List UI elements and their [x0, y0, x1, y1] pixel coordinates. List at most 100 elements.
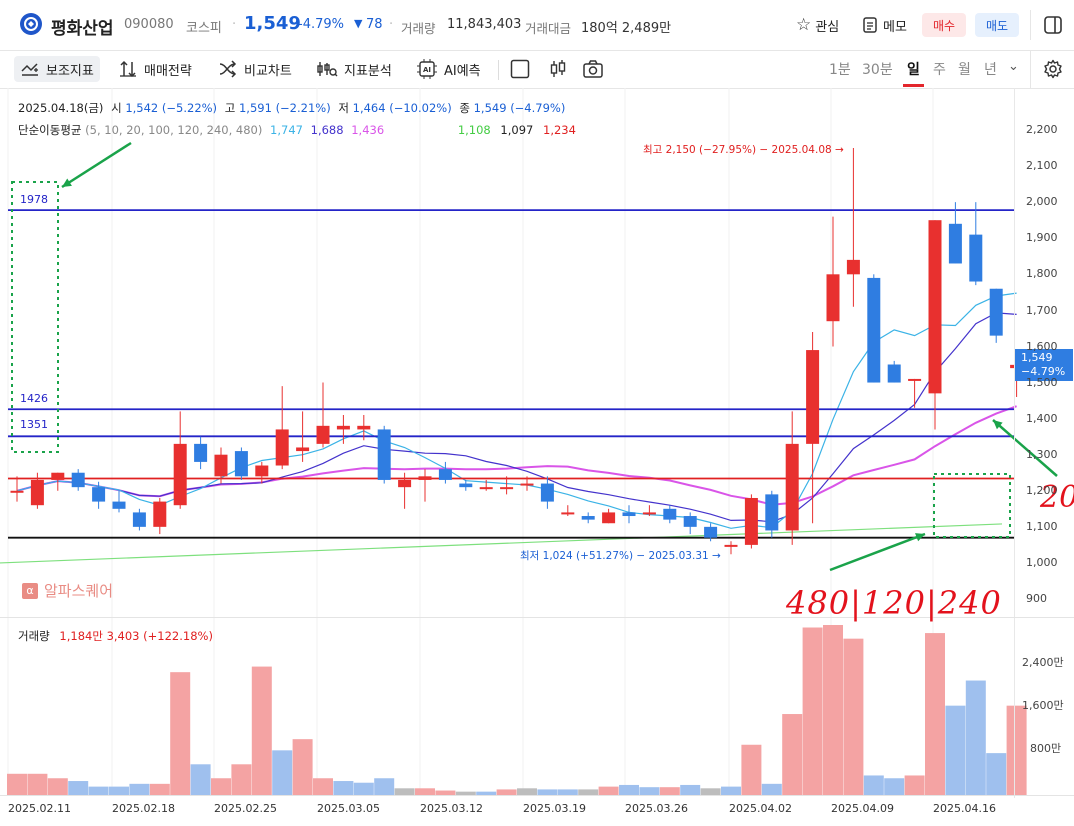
memo-button[interactable]: 메모: [862, 14, 907, 36]
indicators-button[interactable]: 보조지표: [14, 56, 100, 82]
logo-icon: [20, 13, 42, 35]
volume-bar: [537, 789, 558, 795]
period-1min[interactable]: 1분: [829, 62, 851, 78]
updown-arrows-icon: [120, 60, 136, 78]
volume-bar: [190, 764, 211, 795]
price-axis-tick: 1,300: [1026, 447, 1058, 461]
candle-body: [194, 443, 208, 462]
candle-body: [255, 465, 269, 477]
ma-value-240: 1,234: [543, 123, 576, 137]
volume-bar: [88, 786, 109, 795]
sell-button[interactable]: 매도: [975, 13, 1019, 37]
candle-body: [296, 447, 310, 452]
period-30min[interactable]: 30분: [862, 62, 893, 78]
price-chart[interactable]: [0, 88, 1074, 826]
candle-body: [948, 223, 962, 264]
ohlc-close: 1,549: [473, 101, 507, 115]
period-year[interactable]: 년: [984, 62, 997, 78]
candle-body: [928, 220, 942, 394]
chevron-down-icon[interactable]: ⌄: [1008, 59, 1019, 74]
volume-bar: [292, 739, 313, 795]
gear-icon[interactable]: [1043, 59, 1063, 79]
volume-bar: [904, 775, 925, 795]
volume-bar: [639, 787, 660, 795]
ai-predict-button[interactable]: AI AI예측: [416, 58, 481, 80]
volume-axis-tick: 800만: [1030, 742, 1062, 755]
level-label-1426: 1426: [20, 392, 48, 405]
period-week[interactable]: 주: [933, 62, 946, 78]
ohlc-date: 2025.04.18(금): [18, 101, 104, 115]
stock-name: 평화산업: [51, 19, 114, 39]
candle-body: [704, 526, 718, 538]
ma-5-line: [16, 292, 1017, 529]
candle-body: [663, 508, 677, 520]
level-label-1978: 1978: [20, 193, 48, 206]
volume-bar: [700, 788, 721, 795]
ma-value-20: 1,436: [351, 123, 385, 137]
green-arrow: [992, 419, 1058, 477]
candle-body: [214, 454, 228, 477]
watch-button[interactable]: ☆ 관심: [796, 15, 840, 35]
candle-body: [92, 487, 106, 502]
candle-body: [826, 274, 840, 322]
volume-bar: [455, 791, 476, 795]
buy-button[interactable]: 매수: [922, 13, 966, 37]
line-chart-type-icon[interactable]: [510, 59, 530, 79]
date-axis-tick: 2025.03.12: [420, 802, 483, 815]
price-axis-tick: 1,200: [1026, 484, 1058, 497]
volume-bar: [435, 790, 456, 795]
stock-code: 090080: [124, 17, 174, 32]
volume-bar: [986, 753, 1007, 795]
analysis-button[interactable]: 지표분석: [316, 58, 392, 80]
volume-bar: [557, 789, 578, 795]
candle-body: [602, 512, 616, 524]
volume-info: 거래량 1,184만 3,403 (+122.18%): [18, 629, 213, 643]
ma-label: 단순이동평균: [18, 123, 82, 137]
price-axis-tick: 2,200: [1026, 123, 1058, 136]
price-axis-tick: 1,000: [1026, 556, 1058, 570]
amount-label: 거래대금: [525, 21, 572, 36]
volume-bar: [659, 787, 680, 795]
market-label: 코스피: [186, 21, 222, 36]
strategy-button[interactable]: 매매전략: [118, 58, 192, 80]
sidebar-toggle-icon[interactable]: [1043, 15, 1063, 35]
date-axis-tick: 2025.03.05: [317, 802, 380, 815]
volume-bar: [109, 786, 129, 795]
candle-body: [173, 443, 187, 506]
compare-button[interactable]: 비교차트: [218, 58, 292, 80]
date-axis-tick: 2025.04.16: [933, 802, 996, 815]
date-axis-divider: [0, 795, 1074, 796]
candle-body: [683, 516, 697, 527]
volume-bar: [211, 778, 231, 795]
volume-bar: [823, 625, 843, 795]
volume-bar: [7, 773, 27, 795]
volume-bar: [965, 680, 986, 795]
green-arrow-head: [993, 420, 1003, 430]
candle-body: [316, 425, 330, 444]
candle-body: [561, 512, 575, 515]
volume-bar: [129, 783, 150, 795]
shuffle-icon: [219, 60, 237, 78]
price-axis-tick: 2,100: [1026, 159, 1058, 173]
ohlc-low: 1,464: [352, 101, 386, 115]
indicator-analysis-icon: [317, 62, 338, 77]
camera-icon[interactable]: [582, 59, 604, 79]
candle-body: [357, 425, 371, 430]
candlestick-icon[interactable]: [548, 59, 568, 79]
ma-10-line: [16, 312, 1017, 523]
period-month[interactable]: 월: [958, 62, 971, 78]
candle-body: [438, 469, 452, 480]
ma-value-120: 1,097: [500, 123, 534, 137]
low-annotation: 최저 1,024 (+51.27%) − 2025.03.31 →: [520, 550, 721, 562]
price-axis-tick: 1,600: [1026, 339, 1058, 353]
candle-body: [989, 288, 1003, 336]
ohlc-high: 1,591: [238, 101, 272, 115]
period-day[interactable]: 일: [907, 62, 920, 78]
handwritten-bottom-note: 480|120|240: [786, 584, 1002, 622]
volume-bar: [353, 782, 374, 795]
candle-body: [581, 516, 595, 520]
green-arrow-head: [62, 178, 72, 187]
candle-body: [336, 425, 350, 430]
price-axis-tick: 1,100: [1026, 520, 1058, 534]
ma-100-line: [0, 523, 1003, 564]
